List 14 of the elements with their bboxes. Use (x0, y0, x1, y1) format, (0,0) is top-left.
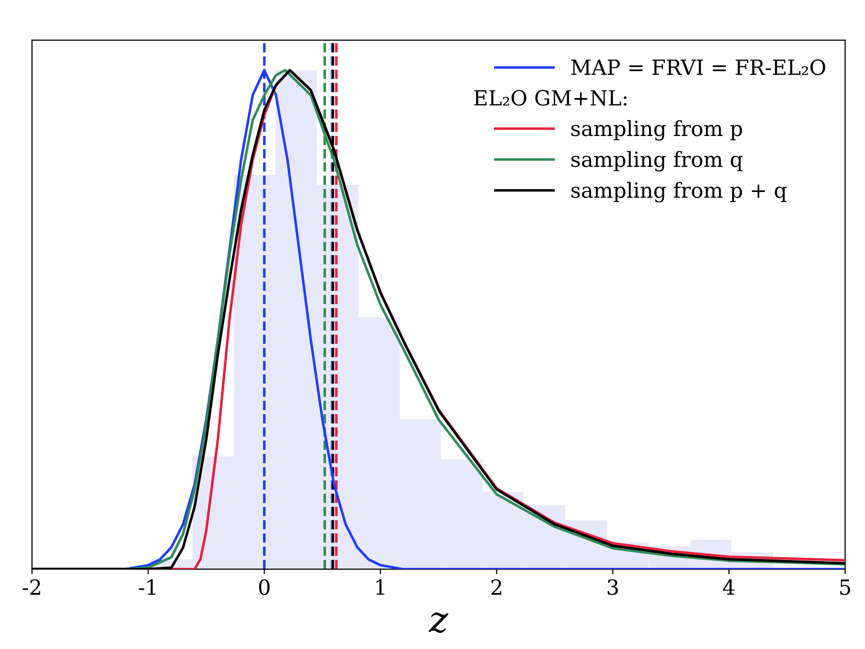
x-tick-label: 5 (840, 580, 850, 596)
x-axis-title: z (428, 612, 448, 633)
x-tick-label: 1 (376, 579, 384, 595)
x-tick-label: -1 (138, 579, 156, 595)
x-tick-label: 0 (259, 579, 270, 596)
x-tick-label: 4 (722, 579, 735, 595)
x-tick-label: 3 (608, 579, 618, 596)
annotation: EL₂O GM+NL: (474, 90, 626, 106)
legend-label: MAP = FRVI = FR-EL₂O (571, 59, 826, 76)
x-tick-label: 2 (491, 579, 502, 595)
legend-label: sampling from p + q (571, 182, 786, 202)
legend-label: sampling from q (571, 151, 742, 172)
legend-label: sampling from p (571, 120, 742, 141)
x-tick-label: -2 (22, 579, 40, 595)
